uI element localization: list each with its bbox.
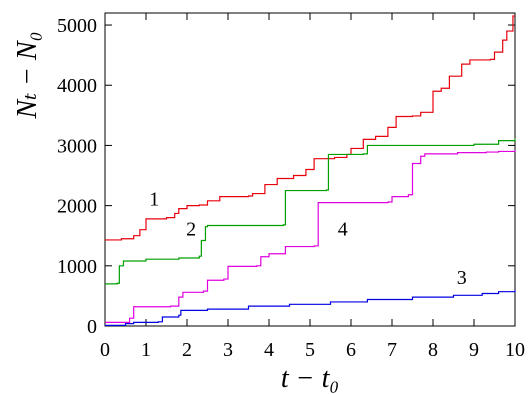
y-tick-label: 4000 — [57, 75, 97, 97]
x-tick-label: 9 — [469, 339, 479, 361]
x-tick-label: 3 — [223, 339, 233, 361]
x-tick-label: 0 — [100, 339, 110, 361]
series-label-4: 4 — [338, 219, 348, 241]
x-tick-label: 2 — [182, 339, 192, 361]
x-tick-label: 4 — [264, 339, 274, 361]
y-tick-label: 1000 — [57, 256, 97, 278]
x-tick-label: 8 — [428, 339, 438, 361]
x-tick-label: 7 — [387, 339, 397, 361]
x-tick-label: 1 — [141, 339, 151, 361]
x-tick-label: 6 — [346, 339, 356, 361]
y-tick-label: 5000 — [57, 15, 97, 37]
plot-area: 1 2 3 4 — [104, 12, 516, 327]
series-line-1 — [105, 15, 515, 241]
series-line-2 — [105, 138, 516, 285]
series-label-3: 3 — [457, 267, 467, 289]
series-label-2: 2 — [186, 219, 196, 241]
x-tick-label: 10 — [505, 339, 525, 361]
series-line-4 — [105, 150, 516, 323]
y-tick-label: 2000 — [57, 196, 97, 218]
x-tick-labels: 0 1 2 3 4 5 6 7 8 9 10 — [100, 339, 525, 361]
x-tick-label: 5 — [305, 339, 315, 361]
x-axis-label: t − t₀ — [281, 363, 339, 394]
series-line-3 — [105, 289, 516, 326]
series-label-1: 1 — [149, 189, 159, 211]
series-labels: 1 2 3 4 — [149, 189, 467, 289]
y-tick-labels: 0 1000 2000 3000 4000 5000 — [57, 15, 97, 338]
y-axis-label: Nₜ − N₀ — [12, 32, 43, 120]
y-tick-label: 3000 — [57, 135, 97, 157]
y-tick-label: 0 — [87, 316, 97, 338]
series-layer — [105, 15, 516, 326]
